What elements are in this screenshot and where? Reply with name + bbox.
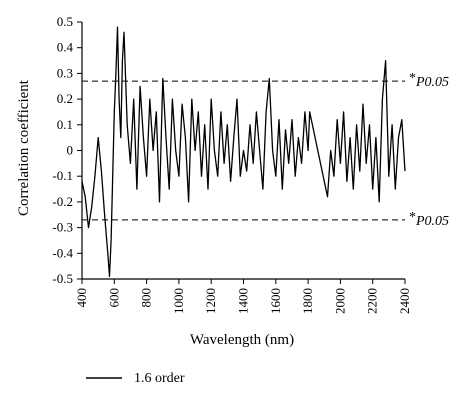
y-axis-title: Correlation coefficient [16,79,32,216]
series-line [81,26,406,278]
significance-asterisk: * [409,71,416,86]
x-tick-label: 1400 [236,288,251,314]
x-tick-label: 1000 [171,288,186,314]
x-tick-label: 2000 [332,288,347,314]
y-tick-label: -0.5 [52,271,73,286]
y-tick-label: 0.2 [57,91,73,106]
x-tick-label: 1600 [268,288,283,314]
y-tick-label: -0.4 [52,245,73,260]
y-tick-label: -0.1 [52,168,73,183]
x-tick-label: 400 [74,288,89,308]
legend: 1.6 order [86,371,185,386]
y-tick-label: 0 [67,143,74,158]
y-tick-label: -0.2 [52,194,73,209]
x-tick-label: 2200 [365,288,380,314]
legend-label: 1.6 order [134,371,185,386]
x-tick-label: 800 [139,288,154,308]
x-tick-label: 600 [106,288,121,308]
y-tick-label: 0.4 [57,40,74,55]
reference-line-label: *P0.05 [409,210,449,229]
y-tick-label: 0.5 [57,14,73,29]
p-value-label: P0.05 [415,75,449,90]
p-value-label: P0.05 [415,214,449,229]
reference-lines: *P0.05*P0.05 [82,71,449,229]
y-tick-label: 0.1 [57,117,73,132]
x-tick-label: 1800 [300,288,315,314]
y-tick-label: 0.3 [57,65,73,80]
x-axis-title: Wavelength (nm) [190,332,294,348]
significance-asterisk: * [409,210,416,225]
plot-area [81,26,406,278]
x-tick-label: 2400 [397,288,412,314]
x-tick-label: 1200 [203,288,218,314]
y-tick-label: -0.3 [52,220,73,235]
reference-line-label: *P0.05 [409,71,449,90]
